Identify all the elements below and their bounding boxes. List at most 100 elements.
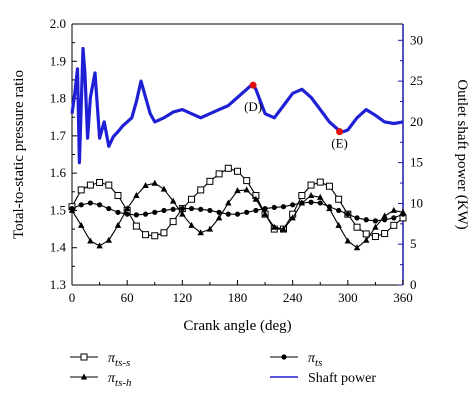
data-point [345, 211, 351, 217]
data-point [280, 225, 287, 232]
y-right-tick-label: 30 [410, 32, 423, 47]
data-point [215, 170, 223, 178]
x-tick-label: 120 [173, 290, 193, 305]
legend-item: πts-s [70, 351, 130, 369]
legend-item: πts [270, 351, 322, 369]
y-left-tick-label: 1.4 [50, 240, 67, 255]
data-point [372, 218, 379, 224]
data-point [96, 242, 103, 249]
data-point [188, 205, 195, 212]
annotation-label: (E) [331, 136, 348, 151]
data-point [252, 195, 260, 202]
legend-subscript: ts-s [115, 357, 130, 369]
data-point [261, 210, 269, 217]
y-left-tick-label: 2.0 [50, 16, 66, 31]
data-point [280, 204, 287, 210]
data-point [353, 223, 361, 231]
y-right-axis-label: Outlet shaft power (KW) [454, 79, 470, 229]
data-point [317, 193, 324, 200]
y-right-tick-label: 15 [410, 155, 423, 170]
data-point [363, 217, 369, 223]
data-point [298, 192, 306, 200]
data-point [169, 218, 177, 226]
data-point [161, 207, 167, 214]
data-point [336, 207, 342, 214]
y-right-tick-label: 25 [410, 73, 423, 88]
legend-item: πts-h [70, 371, 132, 389]
data-point [381, 212, 388, 219]
data-point [160, 229, 168, 237]
data-point [289, 214, 296, 221]
series-line [70, 46, 404, 165]
data-point [197, 186, 205, 194]
data-point [234, 211, 241, 217]
data-point [363, 236, 370, 243]
data-point [114, 221, 122, 228]
data-point [87, 237, 94, 244]
legend-subscript: ts-h [115, 377, 132, 389]
series-2-group [69, 199, 406, 224]
legend-label: Shaft power [308, 371, 376, 386]
data-point [400, 211, 406, 217]
data-point [316, 178, 324, 186]
data-point [391, 215, 397, 221]
y-right-tick-label: 0 [410, 277, 417, 292]
data-point [243, 186, 250, 193]
data-point [307, 181, 315, 189]
x-tick-label: 240 [283, 290, 303, 305]
data-point [326, 204, 333, 210]
data-point [78, 202, 84, 208]
series-3-group [70, 46, 404, 165]
y-left-tick-label: 1.5 [50, 202, 66, 217]
data-point [335, 195, 343, 203]
legend-label: πts-s [108, 351, 130, 369]
x-tick-label: 360 [393, 290, 413, 305]
data-point [86, 181, 94, 189]
data-point [271, 223, 278, 230]
data-point [382, 217, 388, 223]
data-point [179, 210, 186, 217]
legend-symbol: π [308, 351, 316, 366]
data-point [170, 206, 176, 212]
y-left-tick-label: 1.6 [50, 165, 67, 180]
data-point [224, 164, 232, 172]
data-point [152, 209, 158, 215]
data-point [105, 236, 112, 243]
legend-symbol: π [108, 351, 116, 366]
y-left-tick-label: 1.7 [50, 128, 67, 143]
data-point [123, 205, 131, 212]
x-axis-label: Crank angle (deg) [183, 318, 291, 334]
data-point [133, 192, 140, 199]
data-point [142, 231, 150, 239]
legend-swatch-marker [80, 373, 88, 380]
data-point [344, 237, 352, 244]
data-point [243, 177, 251, 185]
data-point [198, 206, 204, 212]
y-right-tick-label: 20 [410, 114, 423, 129]
data-point [262, 205, 268, 212]
data-point [142, 181, 149, 188]
y-right-tick-label: 5 [410, 236, 417, 251]
data-point [216, 209, 222, 215]
data-point [87, 200, 93, 206]
data-point [372, 223, 379, 230]
data-point [96, 178, 104, 186]
y-right-tick-label: 10 [410, 195, 423, 210]
x-tick-label: 180 [228, 290, 248, 305]
data-point [179, 205, 185, 212]
data-point [169, 197, 177, 204]
data-point [335, 221, 342, 228]
series-1-group [68, 179, 407, 251]
data-point [160, 185, 168, 192]
series-line [71, 167, 404, 238]
data-point [381, 230, 389, 238]
data-point [325, 182, 333, 190]
data-point [390, 221, 398, 229]
data-point [290, 202, 296, 208]
data-point [151, 179, 158, 186]
data-point [77, 186, 85, 194]
data-point [244, 209, 250, 215]
data-point [225, 199, 232, 206]
x-tick-label: 300 [338, 290, 358, 305]
